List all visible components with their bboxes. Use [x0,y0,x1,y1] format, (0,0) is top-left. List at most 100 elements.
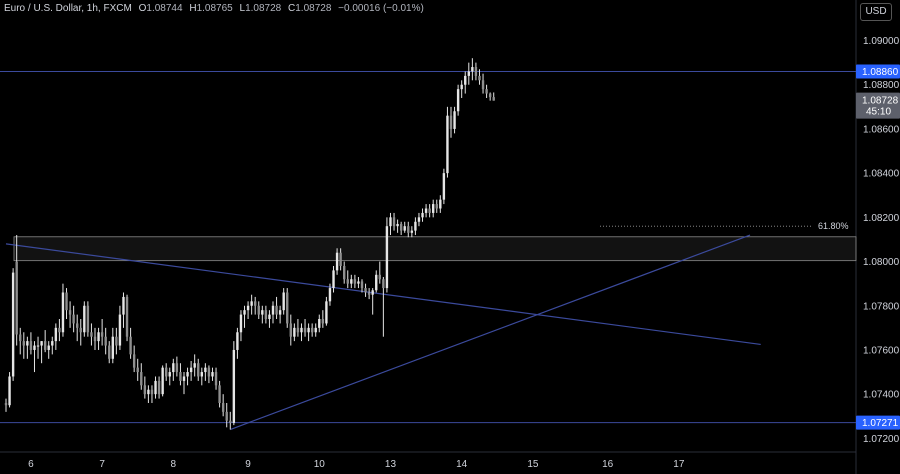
price-tick-label: 1.07800 [863,301,900,312]
candle-body [449,115,453,129]
candle-body [325,301,328,324]
candle-body [161,367,164,395]
candle-body [403,226,406,231]
candle-body [271,305,275,315]
candle-body [93,336,97,342]
price-tick-label: 1.08400 [863,169,900,180]
candle-body [68,310,72,315]
time-tick-label: 17 [673,459,685,470]
currency-button[interactable]: USD [860,3,892,21]
candle-body [207,367,211,377]
candle-body [8,376,11,406]
candle-body [193,363,196,368]
candle-body [26,341,29,346]
candle-body [488,93,492,98]
candle-body [40,341,43,346]
candle-body [343,265,346,280]
candle-body [175,363,179,373]
candle-body [211,372,214,377]
candle-body [464,75,467,85]
price-tick-label: 1.09000 [863,36,900,47]
candle-body [90,332,93,337]
close-value: 1.08728 [295,3,332,14]
candle-body [410,230,414,233]
candle-body [471,67,474,72]
candle-body [136,367,139,373]
candle-body [100,332,104,337]
candle-body [367,292,371,295]
candle-body [36,345,40,347]
candle-body [4,403,8,406]
candle-body [246,305,250,311]
close-label: C [288,3,296,14]
symbol-title: Euro / U.S. Dollar, 1h, FXCM [4,3,132,14]
price-tick-label: 1.08200 [863,213,900,224]
time-tick-label: 14 [456,459,468,470]
candle-body [360,281,364,289]
candle-body [54,327,58,342]
candle-body [350,279,353,284]
candle-body [186,372,189,377]
candle-body [11,272,15,377]
candle-body [364,288,367,293]
candle-body [275,305,278,315]
price-tick-label: 1.07600 [863,345,900,356]
candle-body [254,301,257,306]
open-value: 1.08744 [146,3,183,14]
candle-body [264,310,268,320]
open-label: O [138,3,147,14]
candle-body [424,208,428,213]
candle-body [257,305,260,315]
candle-body [79,327,82,333]
candle-body [467,71,470,76]
candle-body [118,314,122,346]
candle-body [492,97,495,101]
candle-body [200,372,203,377]
candle-body [278,310,282,315]
candle-body [314,327,317,333]
candle-body [108,345,111,359]
candle-body [321,319,325,324]
candle-body [197,363,200,377]
price-tick-label: 1.08000 [863,257,900,268]
change-value: −0.00016 (−0.01%) [338,3,424,14]
candle-body [150,389,154,395]
candle-body [282,292,285,311]
candle-body [165,367,168,377]
candle-body [168,372,171,377]
candle-body [428,208,431,213]
candle-body [346,279,349,284]
candle-body [236,332,239,350]
time-tick-label: 8 [171,459,177,470]
candle-body [189,367,193,373]
candle-body [29,341,33,350]
candle-body [33,345,36,350]
candle-body [140,372,143,386]
resistance-zone [13,236,857,262]
candle-body [474,67,478,76]
high-label: H [189,3,197,14]
candle-body [303,327,307,333]
candle-body [307,327,310,333]
candle-body [421,212,424,218]
candle-body [300,327,303,333]
last-price-label: 1.08728 [862,96,899,107]
candle-body [218,385,221,404]
candle-body [147,389,150,395]
candle-body [221,403,225,412]
time-tick-label: 10 [314,459,326,470]
symbol-header: Euro / U.S. Dollar, 1h, FXCM O1.08744 H 1… [4,3,424,14]
candle-body [104,336,107,346]
candle-body [453,111,456,129]
last-price-tag [856,92,900,119]
candle-body [382,279,385,289]
candle-body [76,323,79,328]
candle-body [58,327,61,333]
candle-body [478,75,481,81]
candle-body [435,204,438,209]
bar-countdown-label: 45:10 [866,107,891,118]
ascending-trendline [230,234,751,431]
candle-body [375,274,378,291]
candle-body [172,363,175,373]
